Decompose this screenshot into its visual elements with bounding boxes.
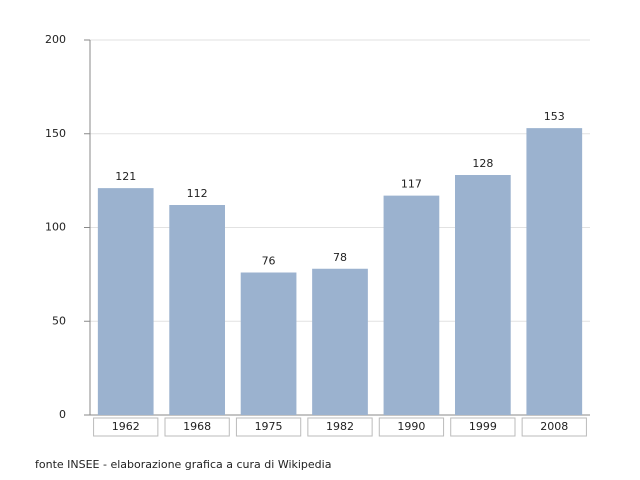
- value-label: 76: [262, 255, 276, 268]
- x-tick-label: 1962: [112, 420, 140, 433]
- x-label-box: [164, 417, 230, 437]
- y-tick-label: 150: [45, 127, 66, 140]
- x-tick-label: 1999: [469, 420, 497, 433]
- bar: [455, 175, 511, 415]
- source-note: fonte INSEE - elaborazione grafica a cur…: [35, 458, 331, 471]
- x-label-box: [235, 417, 302, 437]
- bar: [169, 205, 225, 415]
- value-label: 153: [544, 110, 565, 123]
- value-label: 78: [333, 251, 347, 264]
- bar: [97, 188, 154, 415]
- x-label-box: [307, 417, 373, 437]
- x-tick-label: 1975: [255, 420, 283, 433]
- x-tick-label: 1968: [183, 420, 211, 433]
- bar: [383, 195, 440, 415]
- value-label: 117: [401, 178, 422, 191]
- value-label: 112: [187, 187, 208, 200]
- bar: [526, 128, 583, 415]
- y-tick-label: 50: [52, 314, 66, 327]
- x-label-box: [93, 417, 159, 437]
- x-tick-label: 1982: [326, 420, 354, 433]
- value-label: 121: [115, 170, 136, 183]
- y-tick-label: 100: [45, 221, 66, 234]
- y-tick-label: 0: [59, 408, 66, 421]
- x-tick-label: 2008: [540, 420, 568, 433]
- bar: [240, 272, 297, 415]
- y-tick-label: 200: [45, 33, 66, 46]
- x-label-box: [450, 417, 516, 437]
- x-tick-label: 1990: [397, 420, 425, 433]
- x-label-box: [521, 417, 587, 437]
- value-label: 128: [472, 157, 493, 170]
- x-label-box: [378, 417, 445, 437]
- bar: [312, 268, 368, 415]
